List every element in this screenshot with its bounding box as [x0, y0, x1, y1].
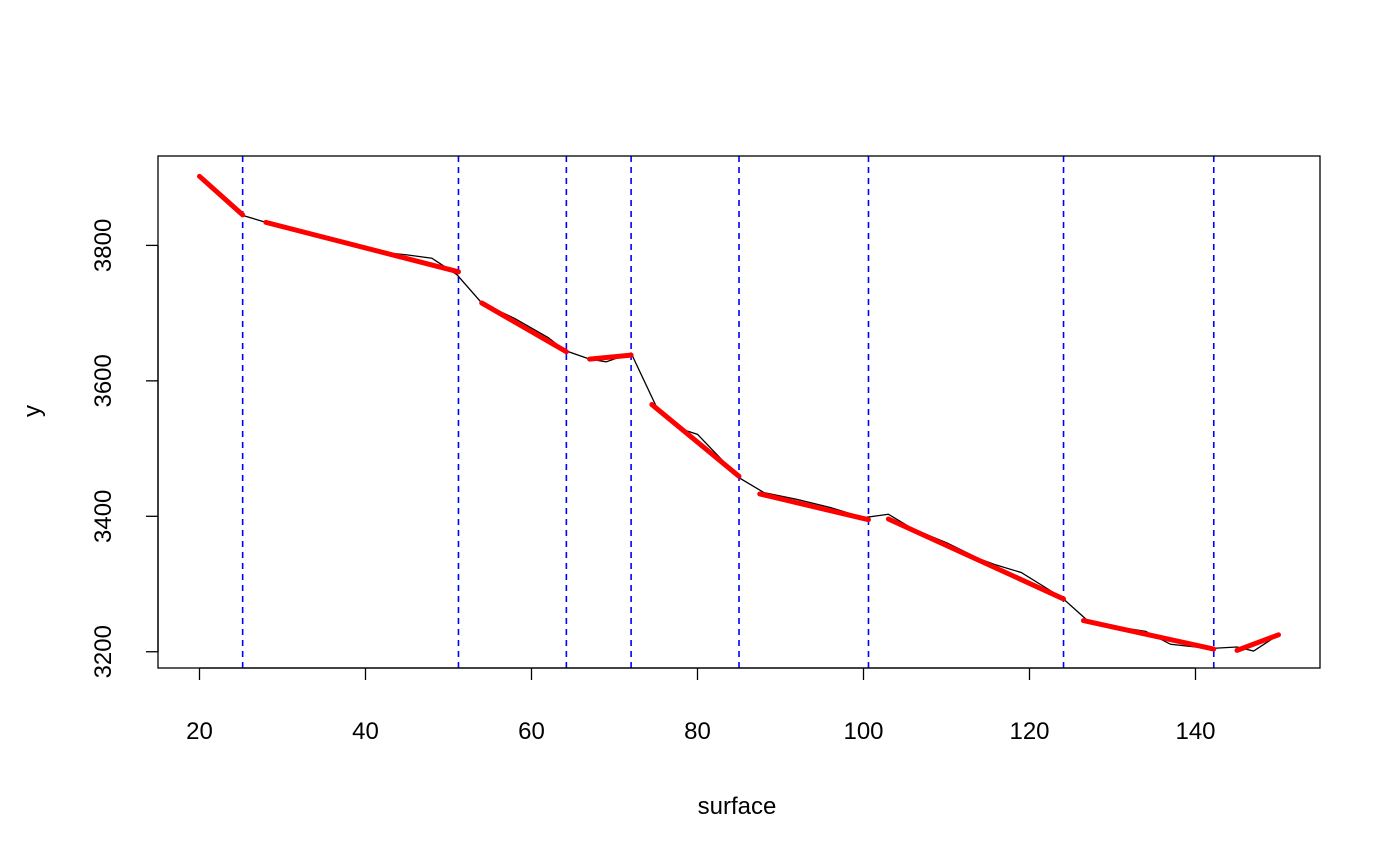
fitted-segment — [587, 352, 634, 362]
y-tick-label: 3200 — [90, 625, 117, 678]
x-tick-label: 60 — [518, 718, 545, 745]
x-tick-label: 140 — [1175, 718, 1215, 745]
x-tick-label: 120 — [1009, 718, 1049, 745]
plot-area — [197, 156, 1281, 668]
y-axis: 3200 3400 3600 3800 — [90, 219, 159, 678]
y-axis-label: y — [19, 405, 46, 417]
y-tick-label: 3800 — [90, 219, 117, 272]
y-tick-label: 3400 — [90, 490, 117, 543]
x-tick-label: 80 — [684, 718, 711, 745]
breakpoint-lines — [241, 156, 1215, 668]
x-tick-label: 40 — [352, 718, 379, 745]
x-axis: 20 40 60 80 100 120 140 — [186, 667, 1216, 745]
y-tick-label: 3600 — [90, 354, 117, 407]
fitted-segment — [757, 491, 871, 523]
fitted-segments — [197, 173, 1281, 653]
fitted-segment — [1080, 618, 1217, 652]
fitted-segment — [479, 300, 569, 355]
fitted-segment — [885, 516, 1067, 602]
fitted-segment — [263, 219, 461, 275]
fitted-segment — [197, 173, 246, 218]
x-axis-label: surface — [698, 793, 777, 820]
x-tick-label: 100 — [843, 718, 883, 745]
fitted-segment — [649, 402, 742, 479]
fitted-segment — [1234, 632, 1281, 653]
x-tick-label: 20 — [186, 718, 213, 745]
